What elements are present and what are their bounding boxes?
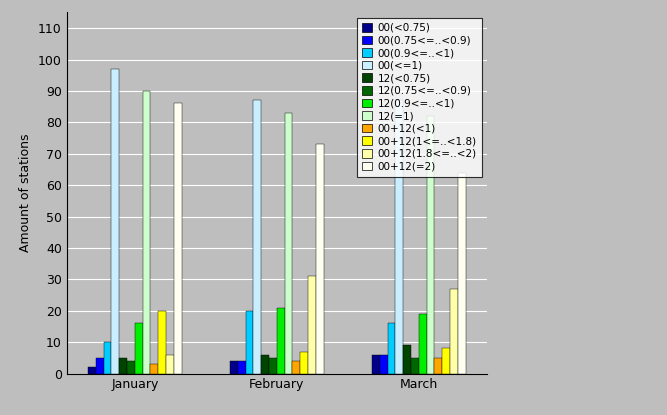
- Bar: [380, 355, 388, 374]
- Bar: [127, 361, 135, 374]
- Bar: [135, 323, 143, 374]
- Bar: [96, 358, 103, 374]
- Bar: [442, 348, 450, 374]
- Bar: [119, 358, 127, 374]
- Bar: [253, 100, 261, 374]
- Bar: [261, 355, 269, 374]
- Bar: [427, 116, 434, 374]
- Bar: [174, 103, 181, 374]
- Bar: [403, 345, 411, 374]
- Bar: [103, 342, 111, 374]
- Bar: [245, 311, 253, 374]
- Y-axis label: Amount of stations: Amount of stations: [19, 134, 33, 252]
- Bar: [316, 144, 323, 374]
- Bar: [292, 361, 300, 374]
- Bar: [308, 276, 316, 374]
- Bar: [237, 361, 245, 374]
- Bar: [277, 308, 285, 374]
- Bar: [411, 358, 419, 374]
- Bar: [388, 323, 396, 374]
- Bar: [143, 91, 151, 374]
- Bar: [450, 289, 458, 374]
- Bar: [434, 358, 442, 374]
- Bar: [111, 69, 119, 374]
- Bar: [158, 311, 166, 374]
- Bar: [166, 355, 174, 374]
- Bar: [88, 367, 96, 374]
- Bar: [419, 314, 427, 374]
- Bar: [269, 358, 277, 374]
- Legend: 00(<0.75), 00(0.75<=..<0.9), 00(0.9<=..<1), 00(<=1), 12(<0.75), 12(0.75<=..<0.9): 00(<0.75), 00(0.75<=..<0.9), 00(0.9<=..<…: [357, 18, 482, 177]
- Bar: [372, 355, 380, 374]
- Bar: [300, 352, 308, 374]
- Bar: [230, 361, 237, 374]
- Bar: [396, 100, 403, 374]
- Bar: [151, 364, 158, 374]
- Bar: [285, 113, 292, 374]
- Bar: [458, 173, 466, 374]
